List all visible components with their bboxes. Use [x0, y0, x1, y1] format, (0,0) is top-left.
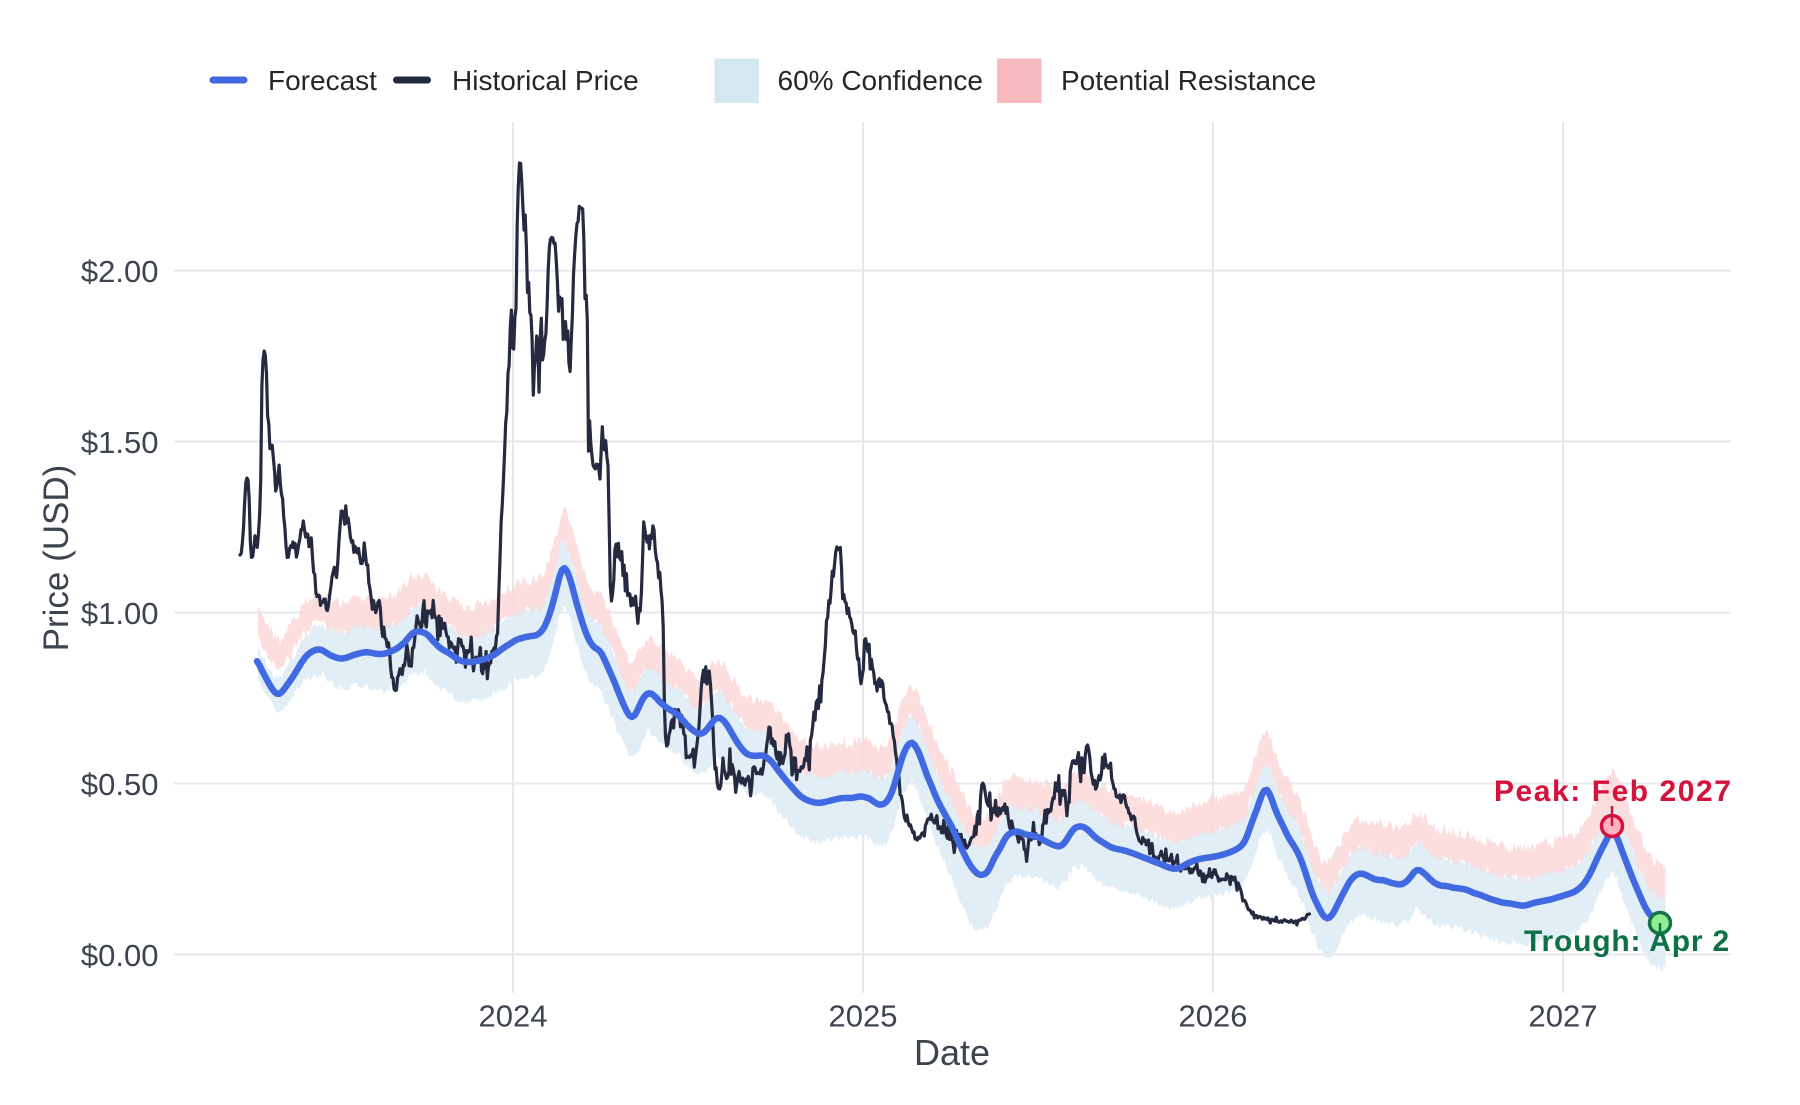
svg-text:2025: 2025	[829, 999, 898, 1034]
svg-text:2026: 2026	[1179, 999, 1248, 1034]
svg-text:Price (USD): Price (USD)	[37, 465, 76, 652]
svg-text:$1.00: $1.00	[81, 596, 159, 631]
svg-text:$2.00: $2.00	[81, 254, 159, 289]
svg-text:$1.50: $1.50	[81, 425, 159, 460]
svg-text:2027: 2027	[1529, 999, 1598, 1034]
svg-text:Historical Price: Historical Price	[452, 65, 639, 96]
svg-text:Forecast: Forecast	[268, 65, 377, 96]
svg-text:Peak: Feb 2027: Peak: Feb 2027	[1494, 775, 1733, 808]
svg-text:Date: Date	[914, 1032, 990, 1073]
svg-text:$0.50: $0.50	[81, 767, 159, 802]
svg-text:$0.00: $0.00	[81, 938, 159, 973]
svg-text:2024: 2024	[479, 999, 548, 1034]
svg-text:Potential Resistance: Potential Resistance	[1061, 65, 1316, 96]
svg-text:Trough: Apr 2: Trough: Apr 2	[1524, 925, 1730, 958]
svg-text:60% Confidence: 60% Confidence	[778, 65, 983, 96]
